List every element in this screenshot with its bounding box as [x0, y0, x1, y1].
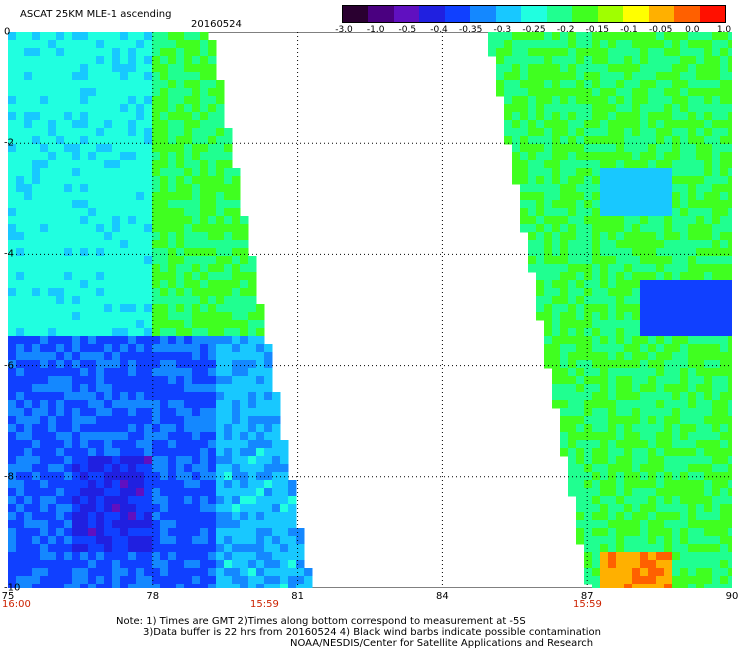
- colorbar-tick-label: 0.0: [685, 25, 700, 35]
- colorbar-tick-label: -0.15: [585, 25, 609, 35]
- color-swatch: [546, 6, 573, 22]
- color-swatch: [368, 6, 394, 22]
- x-tick-label: 81: [291, 591, 304, 602]
- colorbar-tick-label: -0.25: [522, 25, 546, 35]
- swath-right: [488, 32, 732, 588]
- color-swatch: [699, 6, 726, 22]
- color-swatch: [648, 6, 675, 22]
- swath-time-left: 16:00: [2, 599, 31, 610]
- swath-time-mid: 15:59: [250, 599, 279, 610]
- colorbar-tick-label: -0.4: [430, 25, 448, 35]
- color-swatch: [393, 6, 420, 22]
- color-swatch: [419, 6, 445, 22]
- color-swatch: [444, 6, 471, 22]
- color-swatch: [495, 6, 522, 22]
- colorbar-tick-label: -0.1: [620, 25, 638, 35]
- note-line-1: Note: 1) Times are GMT 2)Times along bot…: [116, 616, 526, 627]
- swath-left: [8, 32, 313, 588]
- map-date: 20160524: [191, 19, 242, 30]
- x-tick-label: 78: [146, 591, 160, 602]
- y-tick-label: 0: [4, 26, 11, 38]
- color-swatch: [343, 6, 369, 22]
- color-scale-bar: [342, 5, 726, 23]
- color-swatch: [623, 6, 649, 22]
- colorbar-tick-label: -0.3: [493, 25, 512, 35]
- colorbar-tick-label: -3.0: [335, 25, 353, 35]
- color-swatch: [572, 6, 598, 22]
- x-tick-label: 84: [436, 591, 449, 602]
- x-tick-label: 87: [580, 591, 594, 602]
- y-tick-label: -4: [4, 248, 14, 260]
- color-swatch: [521, 6, 547, 22]
- x-tick-label: 90: [725, 591, 739, 602]
- map-title: ASCAT 25KM MLE-1 ascending: [20, 9, 172, 20]
- colorbar-tick-label: 1.0: [716, 25, 732, 35]
- note-line-3: NOAA/NESDIS/Center for Satellite Applica…: [290, 638, 594, 649]
- colorbar-tick-label: -0.35: [459, 25, 483, 35]
- colorbar-tick-label: -0.05: [649, 25, 673, 35]
- color-swatch: [470, 6, 496, 22]
- swath-time-right: 15:59: [573, 599, 602, 610]
- y-tick-label: -10: [4, 582, 21, 594]
- colorbar-tick-label: -0.5: [398, 25, 417, 35]
- color-swatch: [674, 6, 700, 22]
- y-tick-label: -8: [4, 471, 14, 483]
- color-swatch: [597, 6, 624, 22]
- gridlines: [8, 32, 732, 588]
- note-line-2: 3)Data buffer is 22 hrs from 20160524 4)…: [143, 627, 601, 638]
- colorbar-tick-label: -1.0: [366, 25, 385, 35]
- map-plot: [8, 32, 732, 588]
- x-tick-label: 75: [1, 591, 15, 602]
- y-tick-label: -2: [4, 137, 14, 149]
- colorbar-tick-label: -0.2: [556, 25, 575, 35]
- y-tick-label: -6: [4, 360, 14, 372]
